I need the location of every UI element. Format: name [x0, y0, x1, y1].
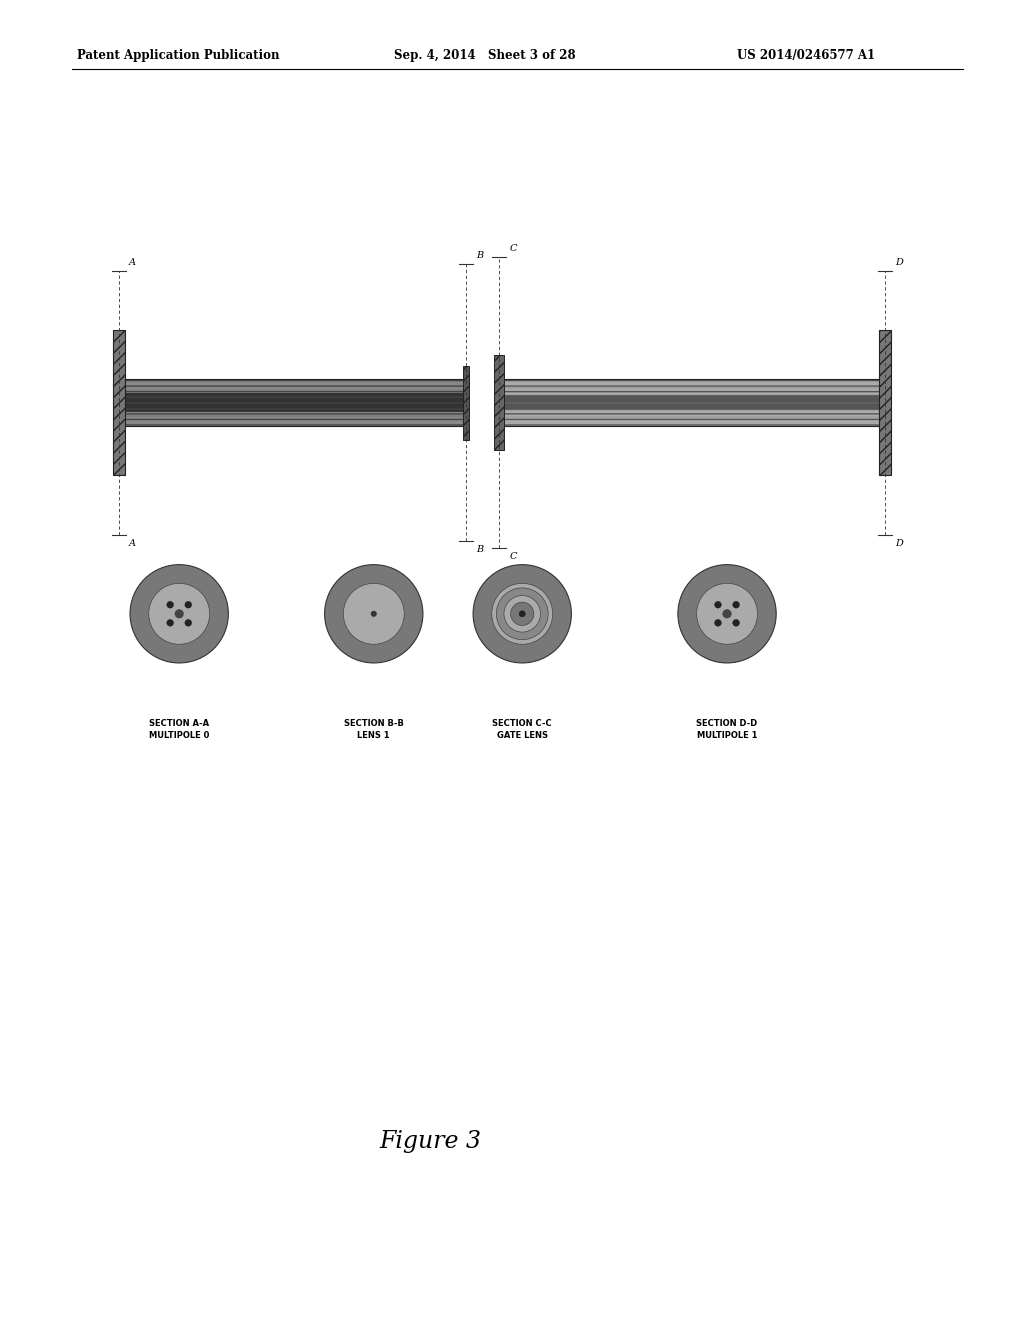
- Ellipse shape: [167, 619, 173, 626]
- Bar: [494, 355, 504, 450]
- Ellipse shape: [167, 602, 173, 609]
- Text: US 2014/0246577 A1: US 2014/0246577 A1: [737, 49, 876, 62]
- Ellipse shape: [733, 602, 739, 609]
- Ellipse shape: [504, 595, 541, 632]
- Ellipse shape: [696, 583, 758, 644]
- Ellipse shape: [148, 583, 210, 644]
- Text: Patent Application Publication: Patent Application Publication: [77, 49, 280, 62]
- Ellipse shape: [519, 611, 525, 616]
- Ellipse shape: [130, 565, 228, 663]
- Ellipse shape: [733, 619, 739, 626]
- Ellipse shape: [175, 610, 183, 618]
- Text: SECTION B-B
LENS 1: SECTION B-B LENS 1: [344, 719, 403, 739]
- Text: D: D: [895, 257, 903, 267]
- Bar: [879, 330, 891, 475]
- Text: Sep. 4, 2014   Sheet 3 of 28: Sep. 4, 2014 Sheet 3 of 28: [394, 49, 575, 62]
- Ellipse shape: [511, 602, 534, 626]
- Bar: [113, 330, 125, 475]
- Text: SECTION A-A
MULTIPOLE 0: SECTION A-A MULTIPOLE 0: [150, 719, 209, 739]
- Text: Figure 3: Figure 3: [379, 1130, 481, 1154]
- Bar: [125, 379, 463, 426]
- Ellipse shape: [715, 602, 721, 609]
- Ellipse shape: [325, 565, 423, 663]
- Text: A: A: [129, 257, 136, 267]
- Text: SECTION D-D
MULTIPOLE 1: SECTION D-D MULTIPOLE 1: [696, 719, 758, 739]
- Text: C: C: [509, 552, 517, 561]
- Text: C: C: [509, 244, 517, 253]
- Bar: [463, 366, 469, 440]
- Text: D: D: [895, 539, 903, 548]
- Ellipse shape: [185, 619, 191, 626]
- Bar: [504, 396, 879, 409]
- Ellipse shape: [371, 611, 377, 616]
- Ellipse shape: [497, 587, 548, 640]
- Ellipse shape: [185, 602, 191, 609]
- Text: A: A: [129, 539, 136, 548]
- Ellipse shape: [723, 610, 731, 618]
- Ellipse shape: [678, 565, 776, 663]
- Bar: [125, 393, 463, 412]
- Ellipse shape: [492, 583, 553, 644]
- Bar: [504, 379, 879, 426]
- Text: B: B: [476, 545, 483, 554]
- Ellipse shape: [473, 565, 571, 663]
- Text: SECTION C-C
GATE LENS: SECTION C-C GATE LENS: [493, 719, 552, 739]
- Ellipse shape: [715, 619, 721, 626]
- Ellipse shape: [343, 583, 404, 644]
- Text: B: B: [476, 251, 483, 260]
